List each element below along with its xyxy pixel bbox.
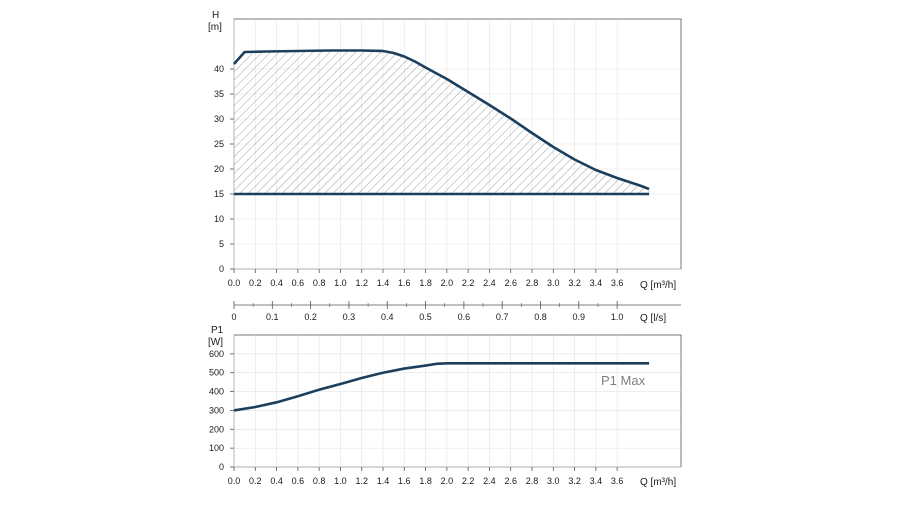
head-x-tick-label: 0.8 (313, 278, 326, 288)
power-grid (233, 335, 681, 468)
head-chart: 0.0 0.2 0.4 0.6 0.8 1.0 1.2 1.4 1.6 1.8 2.0 2.2 2.4 2… (208, 10, 682, 291)
power-x-tick-label: 0.2 (249, 476, 262, 486)
head-x-tick-label: 1.6 (398, 278, 411, 288)
head-x-tick-label: 3.0 (547, 278, 560, 288)
p1-power-curve (233, 361, 650, 412)
head-x-tick-label: 1.4 (377, 278, 390, 288)
flow-ls-ticks: 0 0.1 0.2 0.3 0.4 0.5 0.6 0.7 0.8 0.9 1.0 (231, 301, 623, 322)
power-x-tick-label: 1.4 (377, 476, 390, 486)
p1-max-annotation: P1 Max (601, 373, 646, 388)
head-x-tick-label: 0.2 (249, 278, 262, 288)
power-x-tick-label: 0.6 (292, 476, 305, 486)
power-x-tick-label: 1.0 (334, 476, 347, 486)
flow-ls-tick-label: 0.5 (419, 312, 432, 322)
flow-ls-tick-label: 0.2 (304, 312, 317, 322)
flow-ls-tick-label: 0.9 (573, 312, 586, 322)
head-x-tick-label: 2.0 (441, 278, 454, 288)
power-y-tick-label: 400 (209, 387, 224, 397)
max-head-curve (233, 49, 650, 191)
power-y-tick-label: 200 (209, 424, 224, 434)
power-x-tick-label: 1.8 (419, 476, 432, 486)
flow-ls-tick-label: 0.4 (381, 312, 394, 322)
head-y-tick-label: 0 (219, 264, 224, 274)
head-y-tick-label: 30 (214, 114, 224, 124)
flow-ls-tick-label: 0.8 (534, 312, 547, 322)
head-y-ticks: 0 5 10 15 20 25 30 35 40 (214, 64, 234, 274)
flow-ls-axis-title: Q [l/s] (640, 313, 666, 324)
power-x-tick-label: 3.0 (547, 476, 560, 486)
power-x-tick-label: 2.4 (483, 476, 496, 486)
power-axis-letter: P1 (211, 325, 224, 336)
head-x-tick-label: 2.4 (483, 278, 496, 288)
power-y-ticks: 0 100 200 300 400 500 600 (209, 349, 234, 472)
head-x-tick-label: 2.2 (462, 278, 475, 288)
power-x-tick-label: 0.4 (270, 476, 283, 486)
head-x-axis-title: Q [m³/h] (640, 280, 676, 291)
head-y-tick-label: 15 (214, 189, 224, 199)
power-x-tick-label: 1.2 (355, 476, 368, 486)
power-axis-unit: [W] (208, 337, 223, 348)
flow-ls-tick-label: 0.7 (496, 312, 509, 322)
head-y-tick-label: 35 (214, 89, 224, 99)
flow-ls-tick-label: 0.1 (266, 312, 279, 322)
flow-ls-tick-label: 0.3 (343, 312, 356, 322)
head-x-tick-label: 0.4 (270, 278, 283, 288)
power-x-tick-label: 2.2 (462, 476, 475, 486)
flow-ls-tick-label: 1.0 (611, 312, 624, 322)
flow-ls-tick-label: 0 (231, 312, 236, 322)
head-x-tick-label: 1.2 (355, 278, 368, 288)
power-x-tick-label: 2.0 (441, 476, 454, 486)
head-y-tick-label: 25 (214, 139, 224, 149)
power-x-tick-label: 2.6 (504, 476, 517, 486)
power-x-axis-title: Q [m³/h] (640, 477, 676, 488)
head-x-tick-label: 1.8 (419, 278, 432, 288)
operating-range-hatch (234, 50, 650, 194)
power-x-tick-label: 1.6 (398, 476, 411, 486)
power-series (233, 361, 650, 412)
head-series (233, 49, 650, 196)
head-x-tick-label: 2.6 (504, 278, 517, 288)
power-x-tick-label: 2.8 (526, 476, 539, 486)
head-x-tick-label: 1.0 (334, 278, 347, 288)
head-y-tick-label: 20 (214, 164, 224, 174)
power-y-tick-label: 0 (219, 462, 224, 472)
power-x-tick-label: 3.6 (611, 476, 624, 486)
power-chart: 0.0 0.2 0.4 0.6 0.8 1.0 1.2 1.4 1.6 1.8 2.0 2.2 2.4 2… (208, 325, 682, 488)
power-y-tick-label: 100 (209, 443, 224, 453)
head-axis-unit: [m] (208, 22, 222, 33)
power-x-tick-label: 3.2 (568, 476, 581, 486)
power-x-tick-label: 3.4 (590, 476, 603, 486)
power-x-ticks: 0.0 0.2 0.4 0.6 0.8 1.0 1.2 1.4 1.6 1.8 2.0 2.2 2.4 2… (228, 467, 624, 486)
head-x-tick-label: 3.6 (611, 278, 624, 288)
head-y-tick-label: 40 (214, 64, 224, 74)
head-x-tick-label: 3.4 (590, 278, 603, 288)
flow-ls-axis: 0 0.1 0.2 0.3 0.4 0.5 0.6 0.7 0.8 0.9 1.0 Q [l/s] (231, 301, 681, 324)
head-y-tick-label: 10 (214, 214, 224, 224)
head-x-tick-label: 3.2 (568, 278, 581, 288)
power-plot-frame (233, 334, 682, 468)
head-x-tick-label: 0.6 (292, 278, 305, 288)
head-x-ticks: 0.0 0.2 0.4 0.6 0.8 1.0 1.2 1.4 1.6 1.8 2.0 2.2 2.4 2… (228, 269, 624, 288)
flow-ls-tick-label: 0.6 (458, 312, 471, 322)
head-x-tick-label: 0.0 (228, 278, 241, 288)
power-y-tick-label: 300 (209, 405, 224, 415)
power-x-tick-label: 0.8 (313, 476, 326, 486)
head-y-tick-label: 5 (219, 239, 224, 249)
head-x-tick-label: 2.8 (526, 278, 539, 288)
power-y-tick-label: 500 (209, 368, 224, 378)
power-x-tick-label: 0.0 (228, 476, 241, 486)
head-axis-letter: H (212, 10, 219, 21)
power-y-tick-label: 600 (209, 349, 224, 359)
